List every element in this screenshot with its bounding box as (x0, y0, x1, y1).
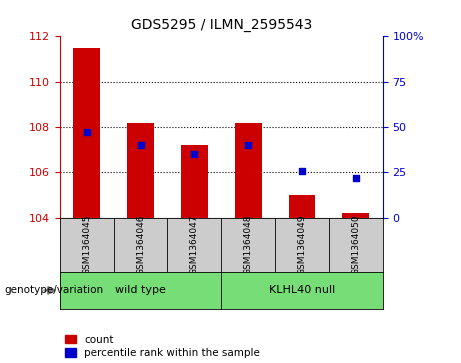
Text: GSM1364049: GSM1364049 (297, 215, 307, 275)
Bar (235, 123, 261, 218)
Bar (289, 195, 315, 218)
Point (244, 142, 252, 148)
Text: GSM1364048: GSM1364048 (244, 215, 253, 275)
Point (191, 151, 198, 157)
Bar (73, 48, 100, 218)
Bar (181, 145, 208, 218)
Legend: count, percentile rank within the sample: count, percentile rank within the sample (65, 335, 260, 358)
Text: KLHL40 null: KLHL40 null (269, 285, 335, 295)
Point (137, 142, 144, 148)
Bar (342, 213, 369, 218)
Text: genotype/variation: genotype/variation (5, 285, 104, 295)
Point (83, 129, 90, 134)
Bar (127, 123, 154, 218)
Title: GDS5295 / ILMN_2595543: GDS5295 / ILMN_2595543 (130, 19, 312, 33)
Text: wild type: wild type (115, 285, 166, 295)
Point (352, 175, 360, 181)
Text: GSM1364047: GSM1364047 (190, 215, 199, 275)
Text: GSM1364045: GSM1364045 (83, 215, 91, 275)
Text: GSM1364050: GSM1364050 (351, 215, 360, 276)
Text: GSM1364046: GSM1364046 (136, 215, 145, 275)
Point (298, 168, 306, 174)
